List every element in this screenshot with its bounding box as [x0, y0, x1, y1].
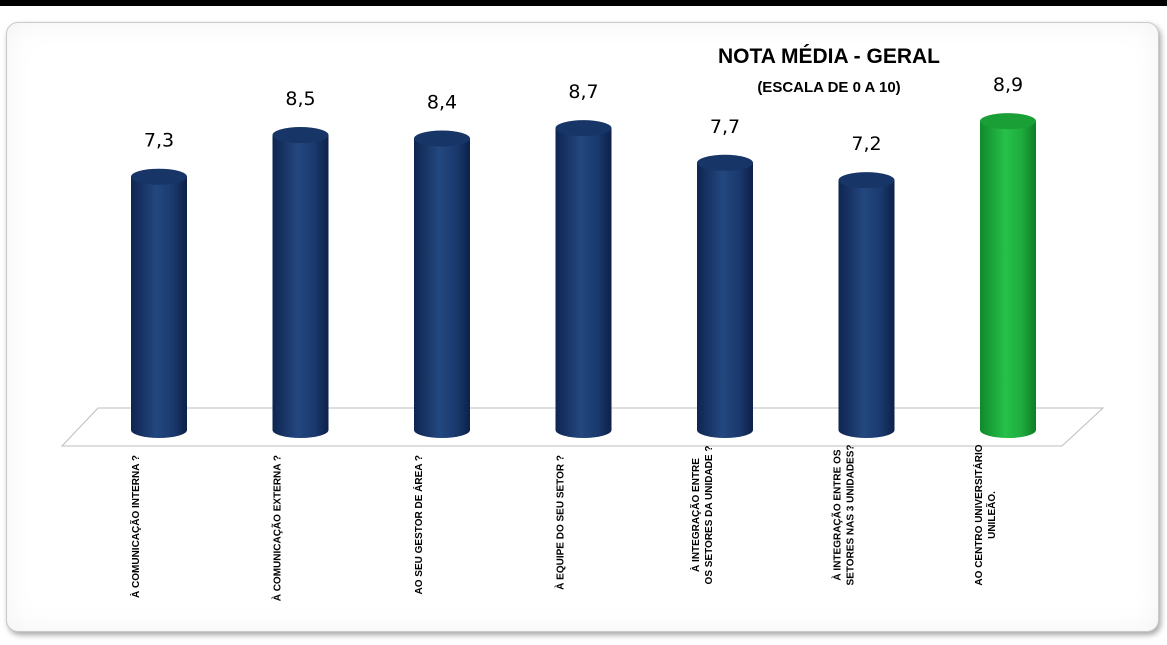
category-label: AO CENTRO UNIVERSITÁRIO UNILEÃO. [972, 444, 998, 585]
category-label: À EQUIPE DO SEU SETOR ? [554, 455, 567, 590]
bar-top [838, 172, 895, 189]
data-label: 8,5 [285, 88, 315, 110]
bar-body [980, 121, 1036, 439]
category-label: À INTEGRAÇÃO ENTRE OS SETORES NAS 3 UNIDA… [831, 445, 857, 586]
bar [272, 127, 329, 439]
category-label: À INTEGRAÇÃO ENTRE OS SETORES DA UNIDADE … [689, 446, 715, 585]
value-labels: 7,3 8,5 8,4 8,7 7,7 7,2 8,9 [144, 74, 1023, 155]
chart-title: NOTA MÉDIA - GERAL [718, 45, 940, 68]
category-label: AO SEU GESTOR DE ÁREA ? [412, 455, 425, 594]
bar-body [555, 128, 612, 439]
data-label: 8,4 [427, 92, 457, 114]
bar-top [555, 120, 612, 137]
bar-body [131, 176, 187, 438]
bar [414, 130, 470, 438]
category-labels: À COMUNICAÇÃO INTERNA ? À COMUNICAÇÃO EXT… [129, 444, 998, 601]
category-label: À COMUNICAÇÃO INTERNA ? [129, 455, 142, 598]
data-label: 8,7 [568, 81, 598, 103]
bar-top [272, 127, 329, 144]
category-label: À COMUNICAÇÃO EXTERNA ? [271, 455, 284, 601]
bar [555, 120, 612, 439]
bar-body [272, 135, 329, 439]
bar-top [131, 168, 187, 185]
bar-top [980, 113, 1036, 130]
data-label: 8,9 [993, 74, 1023, 96]
bar [697, 154, 753, 438]
bar-top [414, 130, 470, 147]
bar [131, 168, 187, 438]
bar-top [697, 154, 753, 171]
data-label: 7,7 [710, 116, 740, 138]
bar [980, 113, 1036, 439]
bar-body [414, 138, 470, 438]
data-label: 7,3 [144, 130, 174, 152]
chart-subtitle: (ESCALA DE 0 A 10) [757, 79, 900, 96]
data-label: 7,2 [851, 133, 881, 155]
bar [838, 172, 895, 438]
bars-layer [131, 113, 1036, 439]
bar-body [697, 162, 753, 438]
top-border [0, 0, 1167, 6]
bar-body [838, 180, 895, 438]
